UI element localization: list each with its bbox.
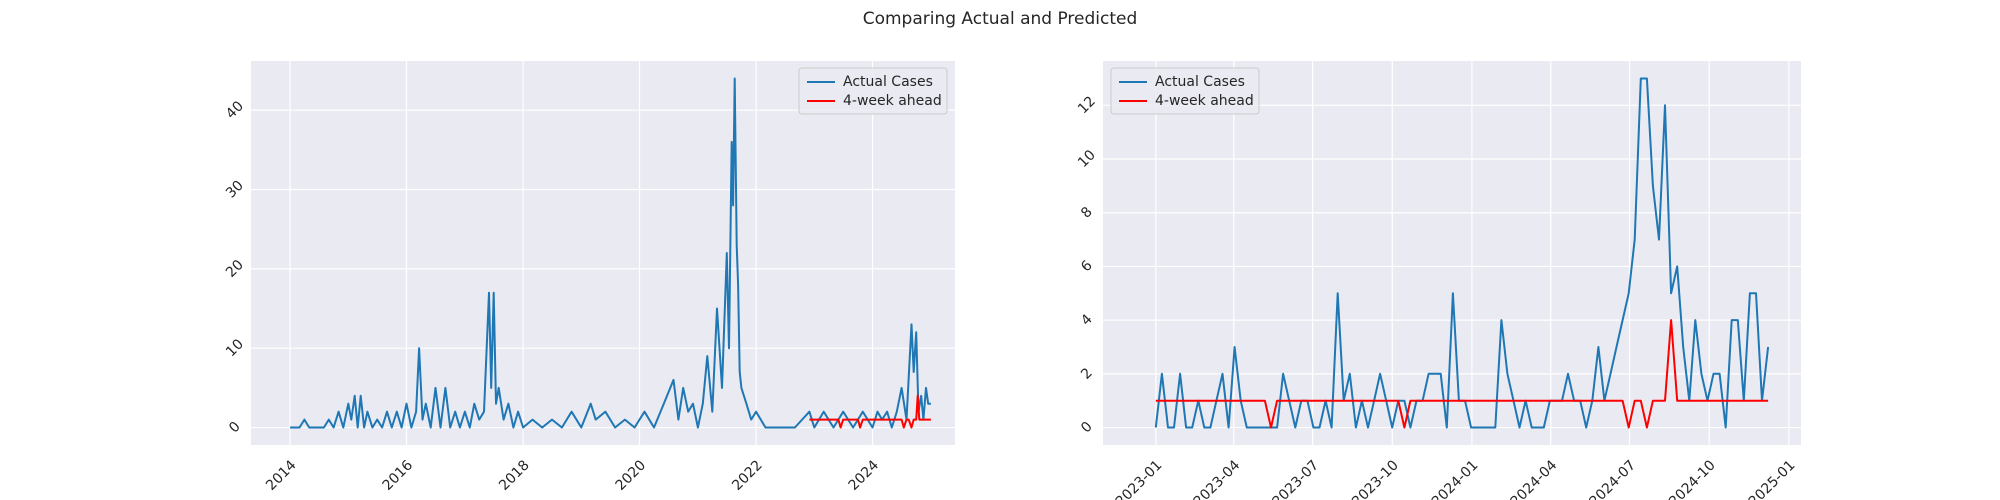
y-tick-label: 8 (1078, 204, 1096, 222)
y-tick-label: 0 (226, 419, 244, 437)
x-tick-label: 2024-04 (1508, 457, 1561, 500)
x-tick-label: 2024-07 (1586, 457, 1639, 500)
x-tick-label: 2014 (263, 457, 300, 494)
figure-title: Comparing Actual and Predicted (863, 9, 1138, 29)
right-chart-panel: 2023-01 2023-04 2023-07 2023-10 2024-01 2024-… (1075, 61, 1801, 500)
legend-label: 4-week ahead (843, 93, 942, 109)
x-tick-label: 2018 (496, 457, 533, 494)
left-chart-panel: 2014 2016 2018 2020 2022 2024 0 10 20 30 40 Actual … (223, 61, 955, 494)
plot-area (251, 61, 955, 445)
y-tick-label: 40 (223, 98, 247, 122)
x-tick-label: 2023-04 (1191, 457, 1244, 500)
x-tick-label: 2020 (613, 457, 650, 494)
legend-frame (1110, 67, 1260, 115)
x-tick-label: 2022 (729, 457, 766, 494)
y-tick-label: 6 (1078, 258, 1096, 276)
legend-label: Actual Cases (1155, 74, 1245, 90)
legend: Actual Cases 4-week ahead (798, 67, 948, 115)
y-tick-label: 10 (223, 336, 247, 360)
y-tick-label: 0 (1078, 419, 1096, 437)
series-line-actual-cases (290, 77, 931, 429)
x-tick-label: 2025-01 (1746, 457, 1799, 500)
x-tick-label: 2024-01 (1429, 457, 1482, 500)
x-tick-label: 2024 (846, 457, 883, 494)
legend-label: Actual Cases (843, 74, 933, 90)
y-tick-label: 30 (223, 178, 247, 202)
y-tick-label: 12 (1075, 93, 1099, 117)
x-tick-label: 2016 (380, 457, 417, 494)
y-tick-label: 2 (1078, 365, 1096, 383)
x-tick-label: 2024-10 (1666, 457, 1719, 500)
series-line-4-week-ahead (809, 394, 931, 429)
x-tick-label: 2023-10 (1349, 457, 1402, 500)
y-tick-label: 20 (223, 257, 247, 281)
y-tick-label: 4 (1078, 311, 1096, 329)
legend-label: 4-week ahead (1155, 93, 1254, 109)
legend: Actual Cases 4-week ahead (1110, 67, 1260, 115)
y-tick-label: 10 (1075, 147, 1099, 171)
x-tick-label: 2023-07 (1270, 457, 1323, 500)
plot-area (1103, 61, 1801, 445)
x-tick-label: 2023-01 (1113, 457, 1166, 500)
series-line-4-week-ahead (1155, 319, 1769, 429)
legend-frame (798, 67, 948, 115)
